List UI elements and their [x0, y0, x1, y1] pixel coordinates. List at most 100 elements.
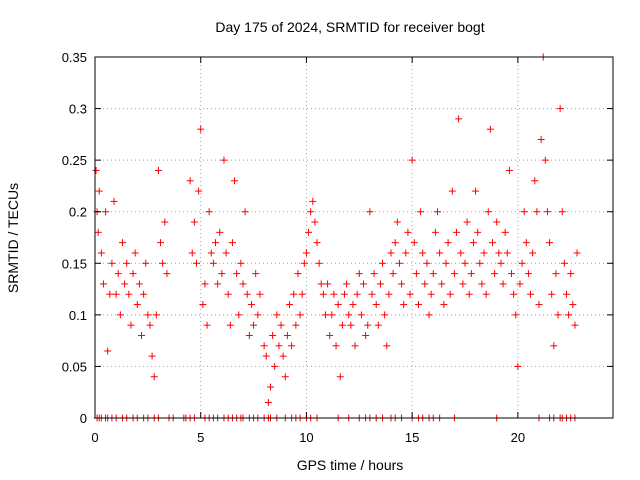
data-point	[533, 208, 541, 216]
data-point	[112, 290, 120, 298]
x-tick-label: 10	[299, 430, 313, 445]
data-point	[157, 239, 165, 247]
data-point	[317, 280, 325, 288]
data-point	[290, 290, 298, 298]
data-point	[110, 197, 118, 205]
data-point	[429, 270, 437, 278]
data-point	[195, 187, 203, 195]
data-point	[370, 270, 378, 278]
data-point	[123, 259, 131, 267]
data-point	[118, 239, 126, 247]
data-point	[537, 136, 545, 144]
data-point	[531, 177, 539, 185]
data-point	[535, 301, 543, 309]
data-point	[102, 208, 110, 216]
data-point	[243, 290, 251, 298]
data-point	[241, 208, 249, 216]
data-point	[482, 290, 490, 298]
data-point	[226, 321, 234, 329]
data-point	[212, 239, 220, 247]
y-tick-label: 0	[80, 411, 87, 426]
data-point	[190, 218, 198, 226]
data-point	[368, 290, 376, 298]
data-point	[220, 156, 228, 164]
data-point	[340, 290, 348, 298]
data-point	[546, 239, 554, 247]
data-point	[283, 331, 291, 339]
data-point	[121, 280, 129, 288]
y-tick-label: 0.25	[62, 153, 87, 168]
data-point	[505, 166, 513, 174]
data-point	[152, 311, 160, 319]
data-point	[465, 290, 473, 298]
data-point	[448, 187, 456, 195]
data-point	[510, 290, 518, 298]
data-point	[516, 280, 524, 288]
data-point	[427, 290, 435, 298]
data-point	[188, 249, 196, 257]
y-tick-label: 0.2	[69, 205, 87, 220]
data-point	[133, 301, 141, 309]
data-point	[300, 259, 308, 267]
data-point	[250, 321, 258, 329]
data-point	[218, 270, 226, 278]
y-tick-label: 0.35	[62, 50, 87, 65]
data-point	[161, 218, 169, 226]
data-point	[163, 270, 171, 278]
y-axis-label: SRMTID / TECUs	[5, 183, 21, 293]
data-point	[106, 290, 114, 298]
data-point	[383, 342, 391, 350]
data-point	[484, 208, 492, 216]
y-tick-label: 0.3	[69, 102, 87, 117]
data-point	[146, 321, 154, 329]
data-point	[550, 342, 558, 350]
data-point	[148, 352, 156, 360]
data-point	[417, 208, 425, 216]
data-point	[472, 187, 480, 195]
chart-title: Day 175 of 2024, SRMTID for receiver bog…	[215, 19, 484, 35]
data-point	[129, 270, 137, 278]
data-point	[192, 259, 200, 267]
data-point	[446, 290, 454, 298]
data-point	[209, 259, 217, 267]
data-point	[205, 208, 213, 216]
data-point	[463, 218, 471, 226]
data-point	[319, 290, 327, 298]
data-point	[336, 373, 344, 381]
data-point	[503, 249, 511, 257]
data-point	[294, 270, 302, 278]
data-point	[558, 208, 566, 216]
data-point	[186, 177, 194, 185]
data-point	[385, 290, 393, 298]
data-point	[313, 239, 321, 247]
data-point	[228, 239, 236, 247]
data-point	[135, 280, 143, 288]
data-point	[493, 218, 501, 226]
data-point	[421, 280, 429, 288]
data-point	[459, 280, 467, 288]
data-point	[450, 270, 458, 278]
data-point	[372, 301, 380, 309]
data-point	[442, 259, 450, 267]
data-point	[201, 280, 209, 288]
data-point	[412, 270, 420, 278]
data-point	[99, 280, 107, 288]
data-point	[269, 331, 277, 339]
data-point	[455, 115, 463, 123]
data-point	[150, 373, 158, 381]
data-point	[527, 290, 535, 298]
data-point	[159, 259, 167, 267]
data-point	[307, 208, 315, 216]
data-point	[264, 399, 272, 407]
data-point	[571, 321, 579, 329]
data-point	[349, 301, 357, 309]
data-point	[216, 228, 224, 236]
data-point	[116, 311, 124, 319]
data-point	[254, 311, 262, 319]
data-point	[425, 311, 433, 319]
data-point	[104, 347, 112, 355]
data-point	[296, 311, 304, 319]
y-tick-label: 0.1	[69, 308, 87, 323]
data-point	[393, 218, 401, 226]
data-point	[366, 208, 374, 216]
